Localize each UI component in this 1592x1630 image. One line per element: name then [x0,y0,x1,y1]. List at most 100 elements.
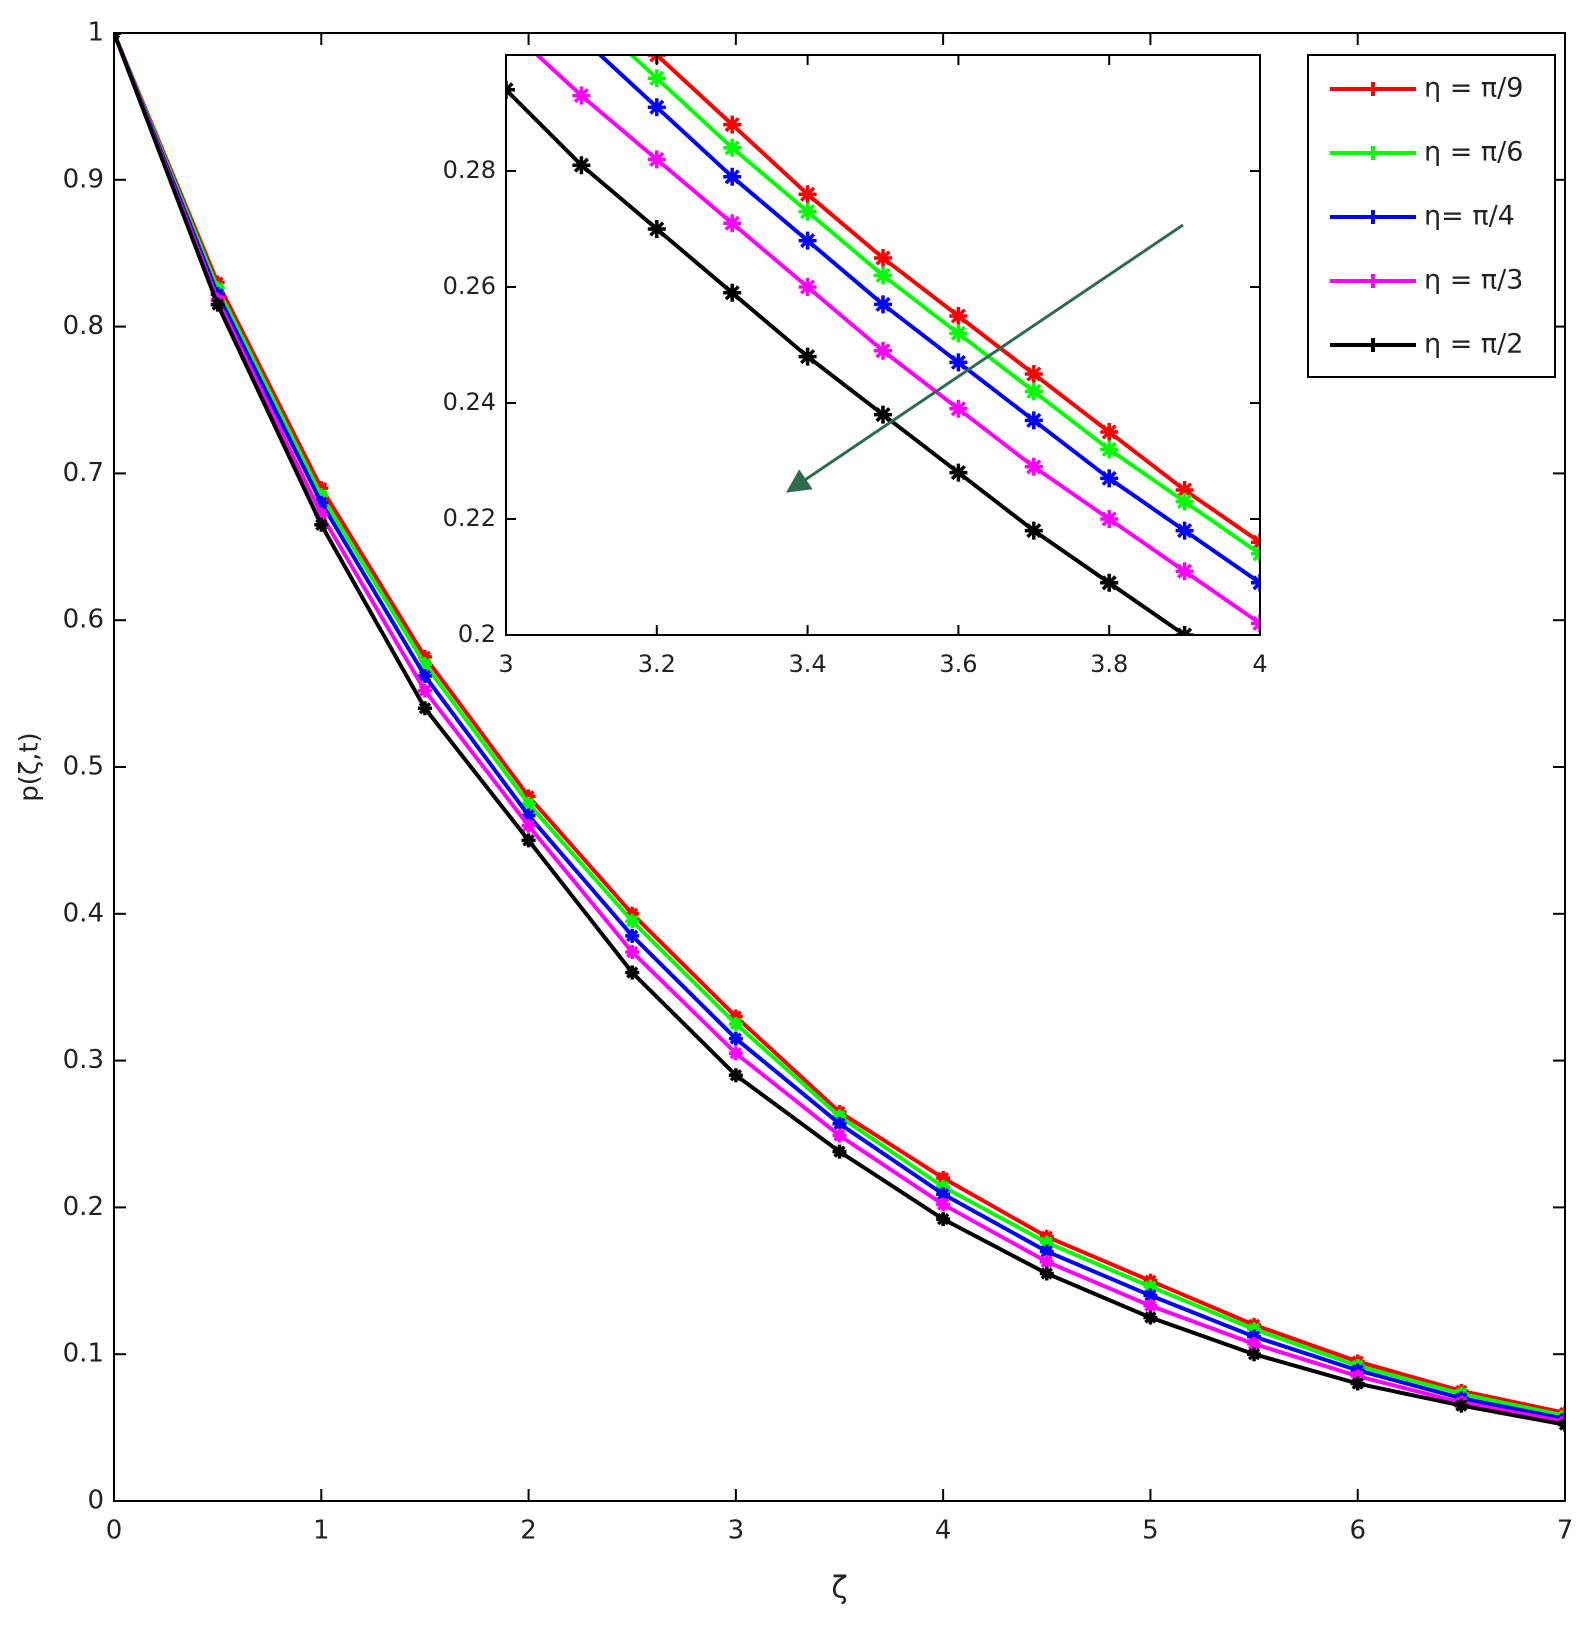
series-marker [723,167,742,186]
x-tick-label: 6 [1349,1516,1366,1546]
series-marker [417,649,432,664]
plot-clip [506,55,1260,635]
series-marker [314,488,329,503]
series-marker [798,347,817,366]
x-tick-label: 4 [1252,650,1267,678]
series-marker [874,266,892,285]
series-marker [1024,382,1043,401]
y-tick-label: 0.24 [443,388,496,416]
series-marker [798,231,817,250]
series-marker [521,796,536,811]
series-marker [949,399,968,418]
series-marker [314,517,329,532]
series-marker [572,86,591,105]
series-marker [1175,492,1194,511]
legend-marker [1366,82,1380,96]
series-marker [647,69,666,88]
series-marker [832,1116,847,1131]
series-marker [647,98,666,117]
series-marker [949,353,968,372]
y-tick-label: 0.5 [63,752,104,782]
series-marker [728,1016,743,1031]
series-marker [1024,457,1043,476]
series-marker [1039,1235,1054,1250]
legend-marker [1366,274,1380,288]
series-marker [314,481,329,496]
legend-label: η = π/3 [1424,265,1523,296]
series-marker [1175,562,1194,581]
series-marker [723,138,742,157]
series-marker [625,914,640,929]
legend-marker [1366,210,1380,224]
trend-arrow [786,223,1184,493]
series-marker [417,657,432,672]
series-marker [1247,1322,1262,1337]
series-marker [1247,1347,1262,1362]
series-marker [1143,1279,1158,1294]
series-marker [723,214,742,233]
legend-label: η = π/2 [1424,329,1523,360]
x-axis-label: ζ [831,1571,847,1606]
series-marker [798,185,817,204]
y-tick-label: 0.7 [63,458,104,488]
series-marker [647,220,666,238]
x-tick-label: 3 [498,650,513,678]
series-marker [625,944,640,959]
series-marker [1143,1298,1158,1313]
series-marker [417,701,432,716]
series-marker [1100,423,1119,441]
series-marker [1143,1288,1158,1303]
y-tick-label: 0.22 [443,504,496,532]
series-marker [949,324,968,343]
series-marker [832,1109,847,1124]
series-marker [521,818,536,833]
series-marker [936,1179,951,1194]
legend-label: η= π/4 [1424,201,1515,232]
series-marker [1100,469,1119,488]
x-tick-label: 3 [728,1516,745,1546]
legend-label: η = π/9 [1424,73,1523,104]
y-tick-label: 1 [87,18,104,48]
x-tick-label: 2 [520,1516,537,1546]
series-marker [1024,521,1043,540]
series-marker [949,307,968,325]
series-marker [832,1128,847,1143]
series-marker [417,683,432,698]
series-marker [936,1212,951,1227]
y-tick-label: 0.6 [63,605,104,635]
series-marker [1100,440,1119,459]
y-tick-label: 0.2 [458,620,496,648]
series-marker [625,906,640,921]
series-marker [1247,1329,1262,1344]
series-marker [572,156,591,175]
x-tick-label: 3.8 [1090,650,1128,678]
series-marker [936,1187,951,1202]
x-tick-label: 7 [1557,1516,1574,1546]
series-marker [1039,1266,1054,1281]
y-tick-label: 0 [87,1486,104,1516]
x-tick-label: 5 [1142,1516,1159,1546]
series-marker [1350,1376,1365,1391]
series-marker [936,1171,951,1186]
series-marker [1175,481,1194,499]
series-marker [949,463,968,482]
series-marker [314,507,329,522]
series-marker [798,202,817,221]
y-tick-label: 0.28 [443,156,496,184]
series-marker [1024,411,1043,430]
series-marker [723,283,742,302]
series-marker [314,495,329,510]
series-marker [728,1046,743,1061]
y-tick-label: 0.3 [63,1045,104,1075]
x-tick-label: 0 [106,1516,123,1546]
series-marker [728,1068,743,1083]
series-marker [647,150,666,169]
y-tick-label: 0.2 [63,1192,104,1222]
y-tick-label: 0.1 [63,1339,104,1369]
series-marker [417,668,432,683]
series-marker [1100,510,1119,528]
series-marker [625,928,640,943]
series-marker [728,1031,743,1046]
series-marker [936,1197,951,1212]
